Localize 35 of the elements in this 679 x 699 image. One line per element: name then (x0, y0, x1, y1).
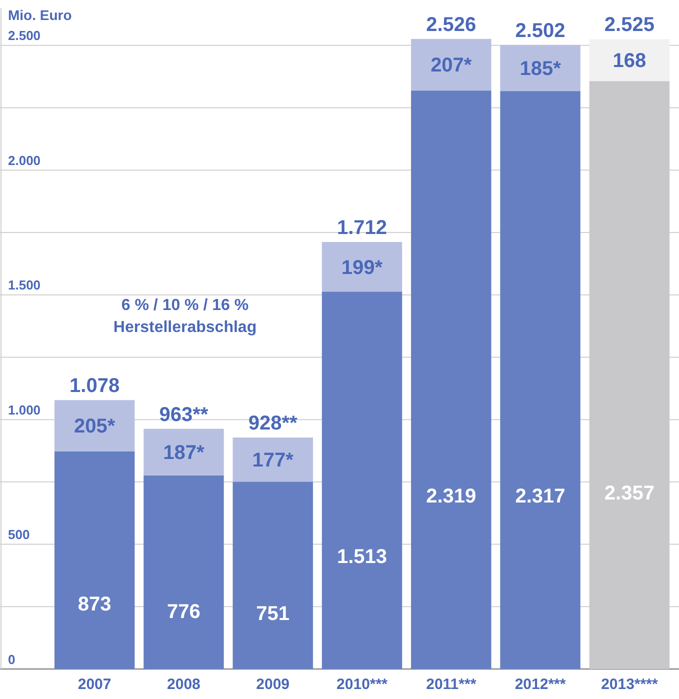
data-label: 185* (520, 58, 562, 80)
data-label: 2.317 (515, 486, 566, 508)
x-tick-label: 2009 (256, 676, 290, 693)
annotation: 6 % / 10 % / 16 % Herstellerabschlag (113, 297, 257, 336)
total-label: 2.525 (604, 14, 654, 36)
y-tick-label: 0 (8, 652, 16, 667)
y-tick-label: 1.000 (8, 402, 41, 418)
data-label: 2.319 (426, 485, 476, 508)
x-tick-label: 2008 (167, 676, 200, 693)
data-label: 751 (256, 602, 290, 625)
data-label: 776 (167, 600, 200, 623)
data-label: 207* (430, 54, 472, 77)
data-label: 199* (341, 256, 383, 279)
total-label: 928** (248, 412, 298, 435)
x-tick-label: 2010*** (336, 676, 388, 693)
data-label: 177* (252, 450, 294, 472)
x-tick-label: 2013**** (601, 676, 658, 693)
data-label: 1.513 (336, 546, 388, 568)
total-label: 1.712 (336, 216, 388, 239)
total-label: 963** (159, 404, 208, 426)
x-tick-label: 2007 (78, 676, 112, 693)
data-label: 205* (74, 416, 116, 438)
total-label: 2.526 (426, 14, 476, 36)
data-label: 873 (78, 594, 112, 616)
data-label: 187* (163, 442, 205, 464)
total-label: 2.502 (515, 20, 566, 42)
x-tick-label: 2011*** (426, 676, 476, 693)
total-label: 1.078 (70, 375, 120, 398)
y-tick-label: 2.500 (8, 28, 41, 44)
y-tick-label: 500 (8, 527, 30, 542)
y-tick-label: 2.000 (8, 152, 41, 168)
data-label: 168 (612, 50, 646, 72)
y-axis-title: Mio. Euro (8, 7, 72, 23)
x-tick-label: 2012*** (514, 676, 566, 693)
y-tick-label: 1.500 (8, 278, 41, 293)
